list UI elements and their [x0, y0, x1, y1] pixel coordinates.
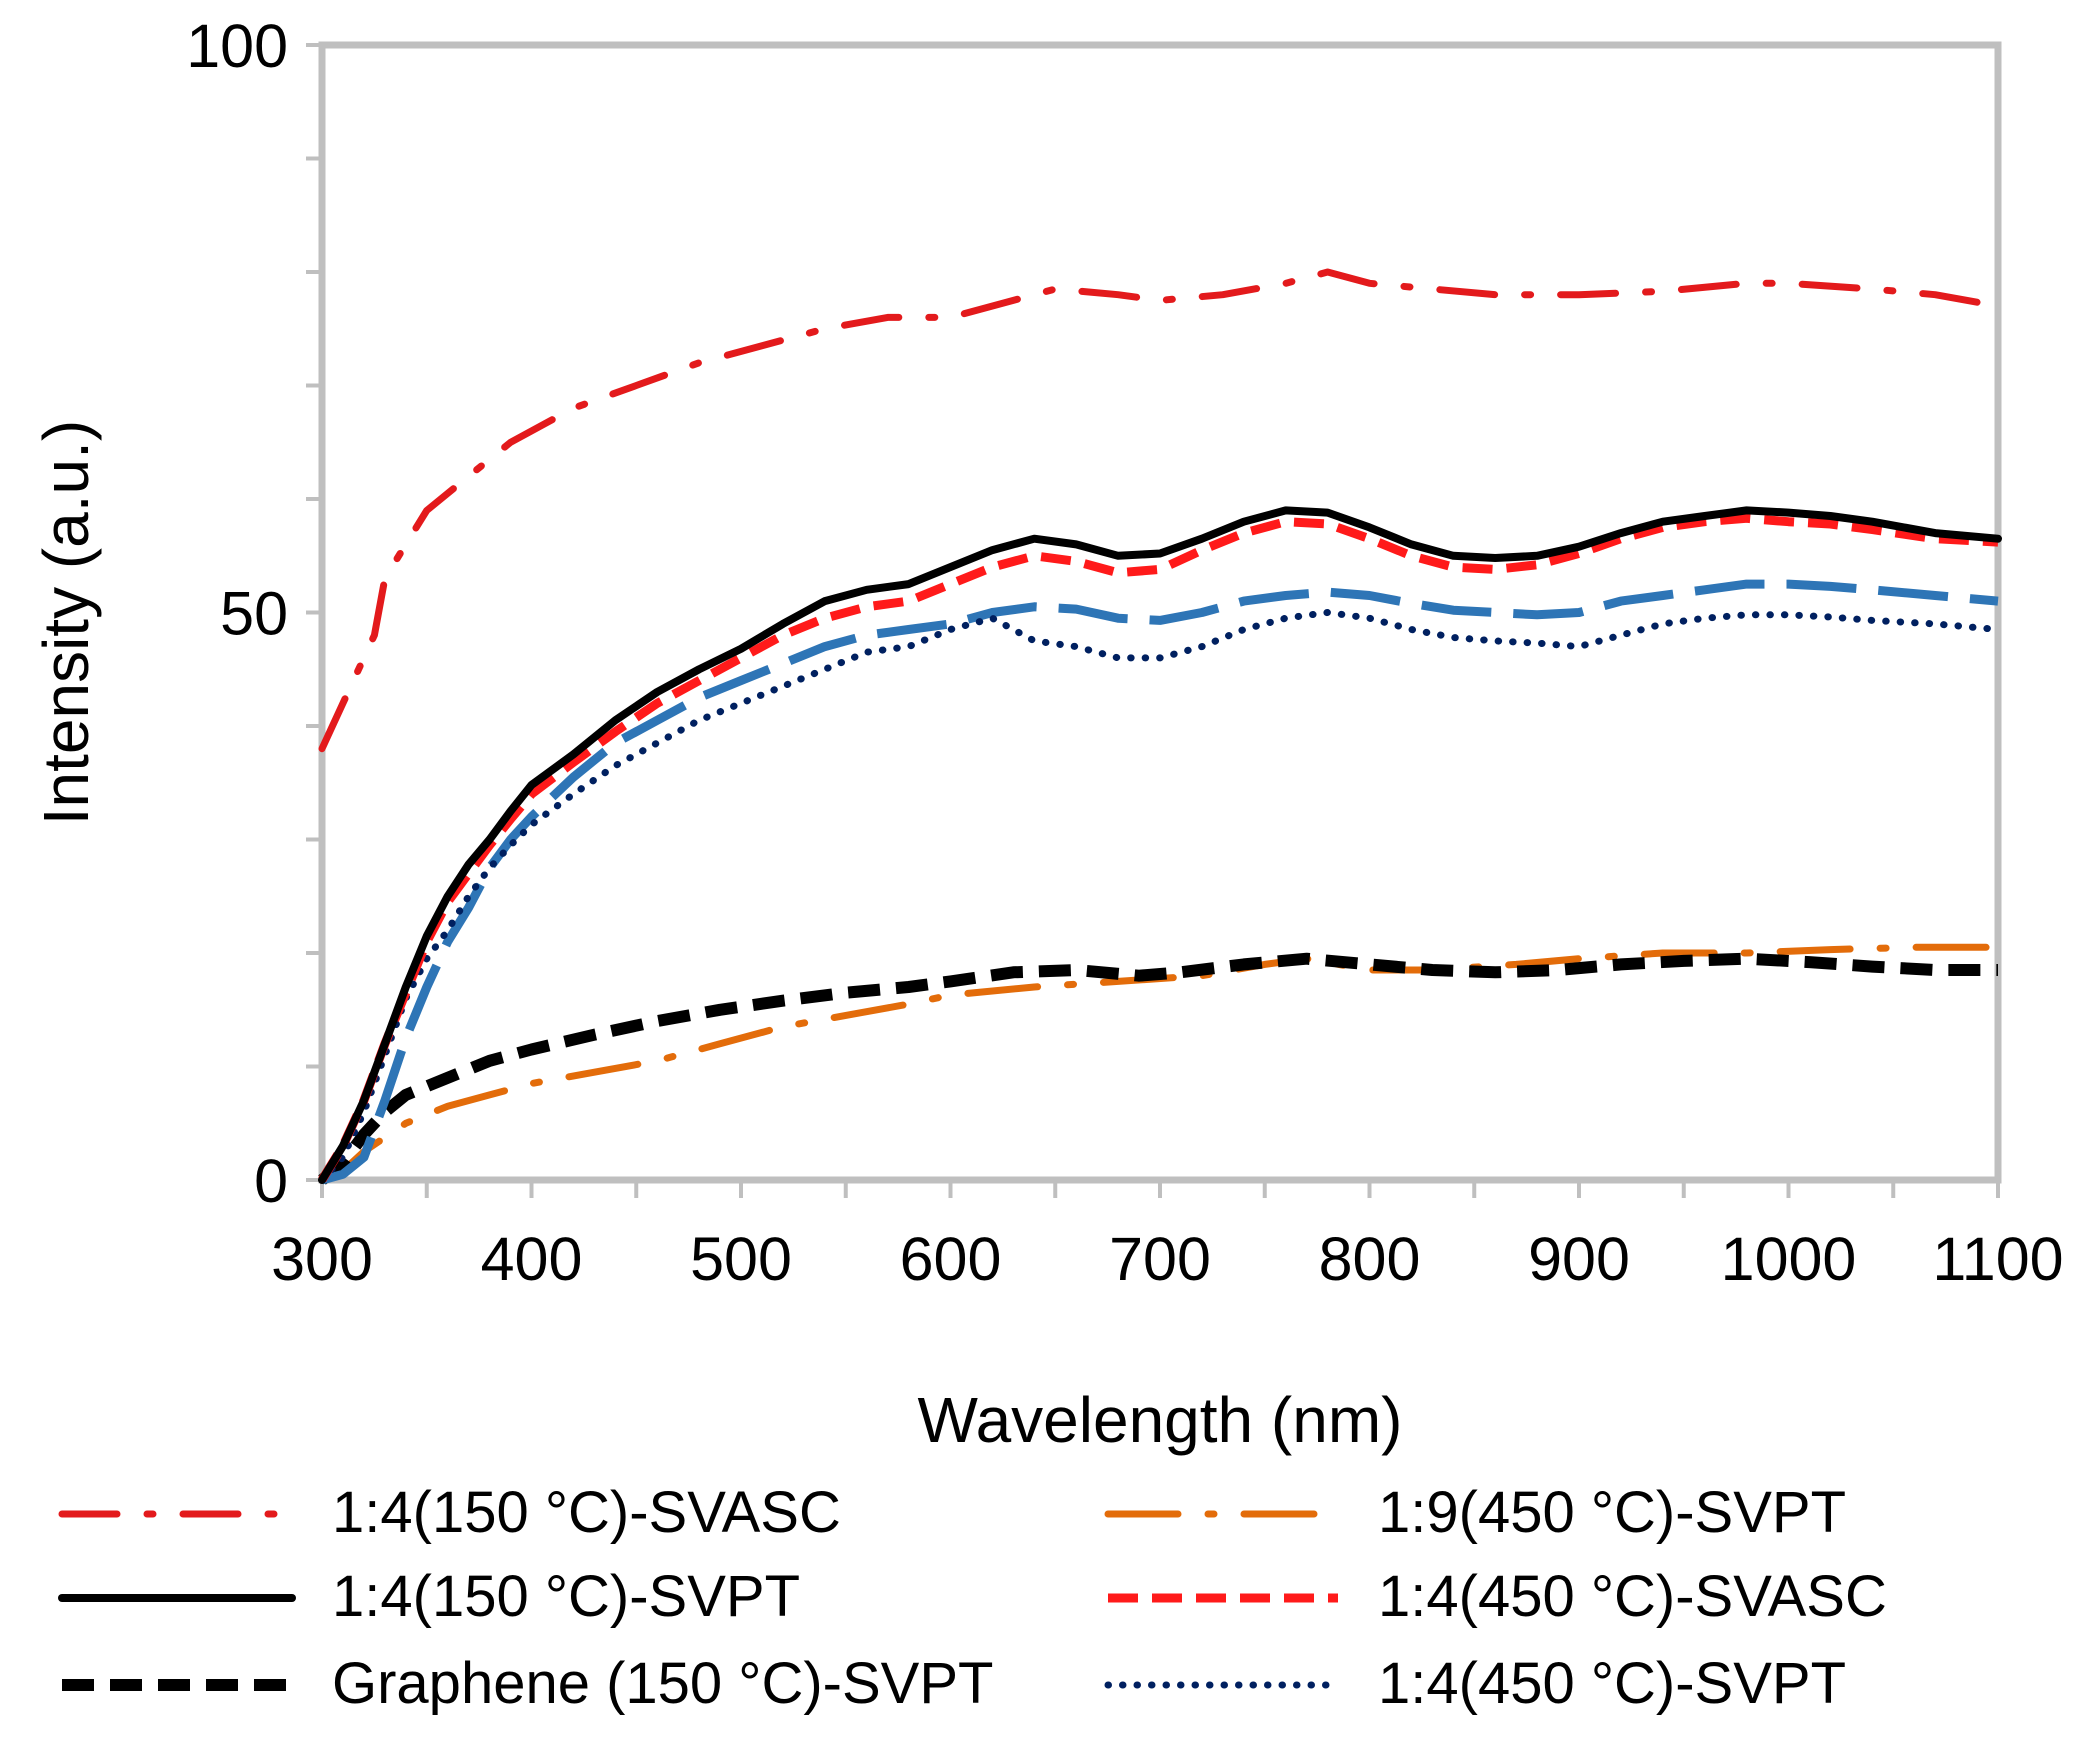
tick-labels: 300 400 500 600 700 800 900 1000 1100 0 50 100 — [186, 12, 2063, 1293]
x-tick-label: 900 — [1528, 1225, 1630, 1293]
legend: 1:4(150 °C)-SVASC 1:9(450 °C)-SVPT 1:4(150… — [58, 1480, 1887, 1716]
x-tick-label: 700 — [1109, 1225, 1211, 1293]
x-axis-title: Wavelength (nm) — [918, 1384, 1403, 1456]
series-line-5 — [318, 609, 2002, 1184]
series-line-2 — [318, 506, 2002, 1184]
x-tick-label: 1100 — [1932, 1225, 2063, 1293]
series-line-6 — [320, 579, 1999, 1185]
series-line-0 — [318, 268, 2002, 753]
series-line-1 — [318, 943, 2002, 1184]
series-line-4 — [318, 952, 1998, 1185]
legend-label: 1:4(450 °C)-SVASC — [1378, 1564, 1887, 1629]
legend-label: 1:4(150 °C)-SVPT — [332, 1564, 800, 1629]
legend-label: Graphene (150 °C)-SVPT — [332, 1651, 993, 1716]
y-tick-label: 0 — [254, 1147, 288, 1215]
x-tick-label: 800 — [1319, 1225, 1421, 1293]
series-line-3 — [318, 513, 1999, 1183]
x-tick-label: 600 — [900, 1225, 1002, 1293]
y-tick-label: 100 — [186, 12, 288, 80]
x-tick-label: 300 — [271, 1225, 373, 1293]
x-tick-label: 400 — [481, 1225, 583, 1293]
x-tick-label: 500 — [690, 1225, 792, 1293]
legend-label: 1:4(450 °C)-SVPT — [1378, 1651, 1846, 1716]
series-layer — [318, 268, 2002, 1185]
y-tick-label: 50 — [220, 580, 288, 648]
x-tick-label: 1000 — [1721, 1225, 1857, 1293]
y-axis-title: Intensity (a.u.) — [30, 420, 102, 826]
legend-label: 1:4(150 °C)-SVASC — [332, 1480, 841, 1545]
legend-label: 1:9(450 °C)-SVPT — [1378, 1480, 1846, 1545]
